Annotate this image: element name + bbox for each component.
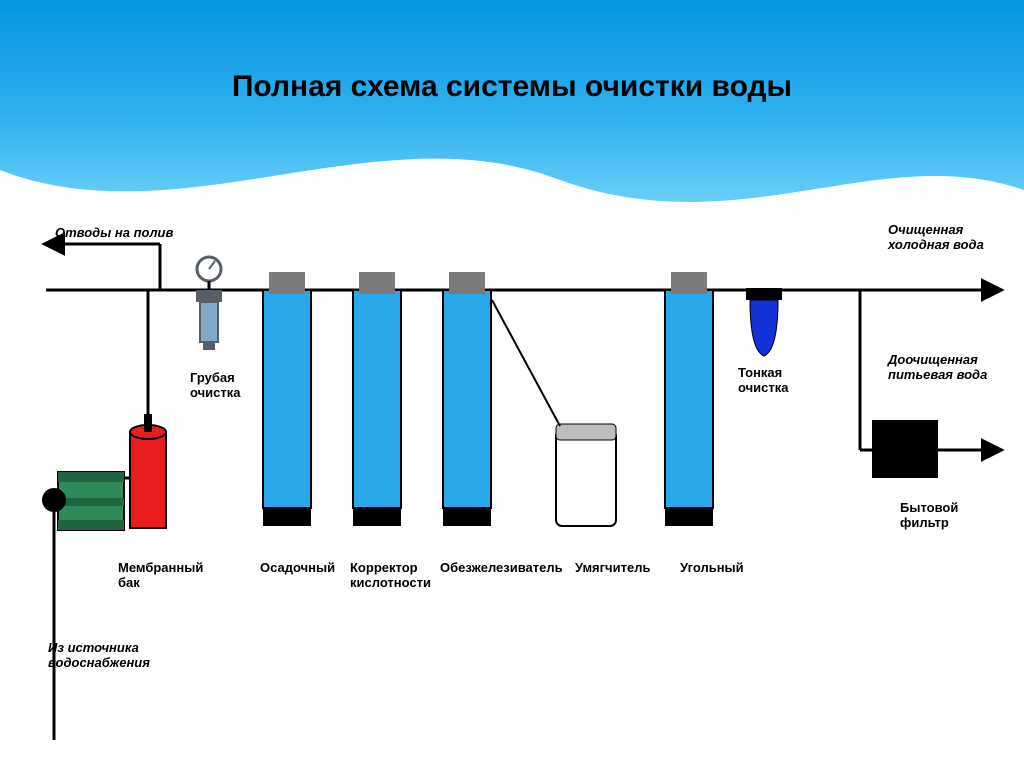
label-membrane: Мембранныйбак	[118, 560, 203, 591]
household-filter-icon	[872, 420, 938, 478]
label-carbon: Угольный	[680, 560, 744, 575]
label-coarse: Грубаяочистка	[190, 370, 241, 401]
label-source: Из источникаводоснабжения	[48, 640, 150, 671]
label-fine: Тонкаяочистка	[738, 365, 789, 396]
cylinder-sediment	[263, 272, 311, 526]
label-iron: Обезжелезиватель	[440, 560, 563, 575]
softener-icon	[492, 300, 616, 526]
fine-filter-icon	[746, 288, 782, 356]
label-sediment: Осадочный	[260, 560, 335, 575]
label-post-treated: Доочищеннаяпитьевая вода	[888, 352, 987, 383]
label-softener: Умягчитель	[575, 560, 650, 575]
cylinder-ph	[353, 272, 401, 526]
cylinder-carbon	[665, 272, 713, 526]
coarse-filter-icon	[196, 257, 222, 350]
label-clean-cold: Очищеннаяхолодная вода	[888, 222, 984, 253]
slide: Полная схема системы очистки воды	[0, 0, 1024, 768]
label-household: Бытовойфильтр	[900, 500, 958, 531]
cylinder-iron	[443, 272, 491, 526]
label-irrigation: Отводы на полив	[55, 225, 173, 240]
membrane-tank-icon	[130, 414, 166, 528]
diagram-svg	[0, 0, 1024, 768]
label-ph: Корректоркислотности	[350, 560, 431, 591]
